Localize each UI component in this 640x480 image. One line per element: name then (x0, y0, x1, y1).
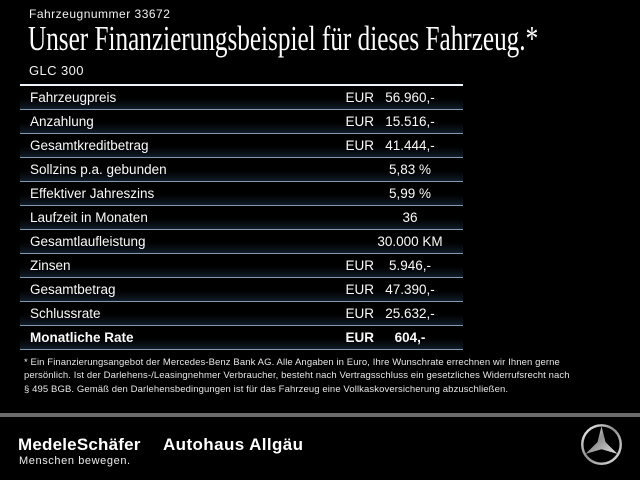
row-label: Gesamtkreditbetrag (30, 138, 149, 153)
row-label: Gesamtbetrag (30, 282, 116, 297)
table-row: Gesamtkreditbetrag EUR 41.444,- (20, 134, 463, 158)
row-label: Fahrzeugpreis (30, 90, 117, 105)
page-title: Unser Finanzierungsbeispiel für dieses F… (28, 19, 539, 58)
row-label: Effektiver Jahreszins (30, 186, 155, 201)
row-value: 5,99 % (388, 186, 432, 201)
table-row: Laufzeit in Monaten 36 (20, 206, 463, 230)
row-value: 5.946,- (388, 258, 432, 273)
table-row: Sollzins p.a. gebunden 5,83 % (20, 158, 463, 182)
row-label: Anzahlung (30, 114, 94, 129)
row-value: 56.960,- (385, 90, 435, 105)
footnote-line: persönlich. Ist der Darlehens-/Leasingne… (24, 370, 570, 382)
row-value: 15.516,- (385, 114, 435, 129)
row-label: Laufzeit in Monaten (30, 210, 148, 225)
table-row: Gesamtlaufleistung 30.000 KM (20, 230, 463, 254)
table-row: Zinsen EUR 5.946,- (20, 254, 463, 278)
mercedes-star-icon (579, 422, 624, 467)
footer-content: MedeleSchäfer Menschen bewegen. Autohaus… (0, 417, 640, 480)
row-label: Schlussrate (30, 306, 101, 321)
row-currency: EUR (345, 138, 374, 153)
row-value: 47.390,- (385, 282, 435, 297)
footnote-line: § 495 BGB. Gemäß den Darlehensbedingunge… (24, 383, 509, 395)
table-row: Gesamtbetrag EUR 47.390,- (20, 278, 463, 302)
model-name: GLC 300 (29, 63, 84, 78)
row-value: 41.444,- (385, 138, 435, 153)
dealer-tagline: Menschen bewegen. (19, 455, 131, 467)
row-currency: EUR (345, 258, 374, 273)
table-row: Monatliche Rate EUR 604,- (20, 326, 463, 350)
dealer-footer: MedeleSchäfer Menschen bewegen. Autohaus… (0, 413, 640, 480)
row-currency: EUR (345, 90, 374, 105)
table-row: Anzahlung EUR 15.516,- (20, 110, 463, 134)
vehicle-number: Fahrzeugnummer 33672 (29, 7, 171, 21)
row-label: Monatliche Rate (30, 330, 134, 345)
row-currency: EUR (345, 330, 374, 345)
table-row: Schlussrate EUR 25.632,- (20, 302, 463, 326)
row-value: 5,83 % (388, 162, 432, 177)
row-label: Sollzins p.a. gebunden (30, 162, 167, 177)
row-currency: EUR (345, 306, 374, 321)
dealer-logo-text: MedeleSchäfer (18, 435, 141, 454)
table-row: Fahrzeugpreis EUR 56.960,- (20, 86, 463, 110)
row-label: Gesamtlaufleistung (30, 234, 146, 249)
row-value: 604,- (394, 330, 426, 345)
footnote-line: * Ein Finanzierungsangebot der Mercedes-… (24, 357, 560, 368)
row-value: 25.632,- (385, 306, 435, 321)
branch-logo-text: Autohaus Allgäu (163, 435, 304, 454)
row-currency: EUR (345, 282, 374, 297)
finance-table: Fahrzeugpreis EUR 56.960,- Anzahlung EUR… (20, 84, 463, 350)
row-value: 36 (402, 210, 418, 225)
table-row: Effektiver Jahreszins 5,99 % (20, 182, 463, 206)
row-currency: EUR (345, 114, 374, 129)
row-value: 30.000 KM (377, 234, 443, 249)
footer-divider (0, 413, 640, 417)
row-label: Zinsen (30, 258, 71, 273)
legal-footnote: * Ein Finanzierungsangebot der Mercedes-… (24, 356, 624, 396)
